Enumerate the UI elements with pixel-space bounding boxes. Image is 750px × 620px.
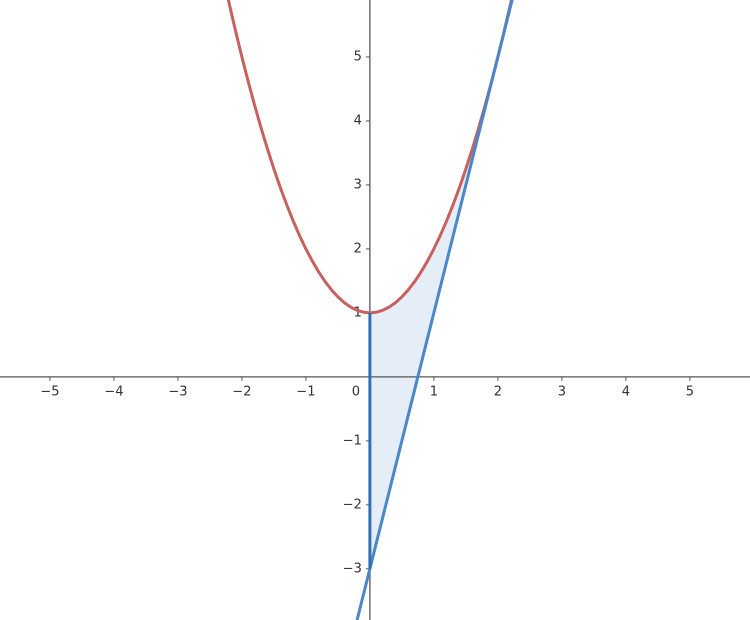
x-tick-label: −4 bbox=[104, 384, 123, 399]
curve bbox=[226, 0, 513, 315]
y-tick-label: −3 bbox=[343, 561, 362, 576]
y-tick-label: 2 bbox=[354, 241, 362, 256]
x-tick-label: −2 bbox=[232, 384, 251, 399]
y-tick-label: −2 bbox=[343, 497, 362, 512]
x-tick-label: 3 bbox=[558, 384, 566, 399]
x-tick-label: −3 bbox=[168, 384, 187, 399]
y-tick-label: 5 bbox=[354, 49, 362, 64]
curve bbox=[355, 0, 514, 620]
x-tick-label: 5 bbox=[686, 384, 694, 399]
x-tick-label: 1 bbox=[430, 384, 438, 399]
y-tick-label: 4 bbox=[354, 113, 362, 128]
x-tick-label: 2 bbox=[494, 384, 502, 399]
x-tick-label: −1 bbox=[296, 384, 315, 399]
y-tick-label: 3 bbox=[354, 177, 362, 192]
x-tick-label: −5 bbox=[40, 384, 59, 399]
y-tick-label: −1 bbox=[343, 433, 362, 448]
x-tick-label: 4 bbox=[622, 384, 630, 399]
x-tick-label: 0 bbox=[352, 384, 360, 399]
y-tick-label: 1 bbox=[354, 305, 362, 320]
